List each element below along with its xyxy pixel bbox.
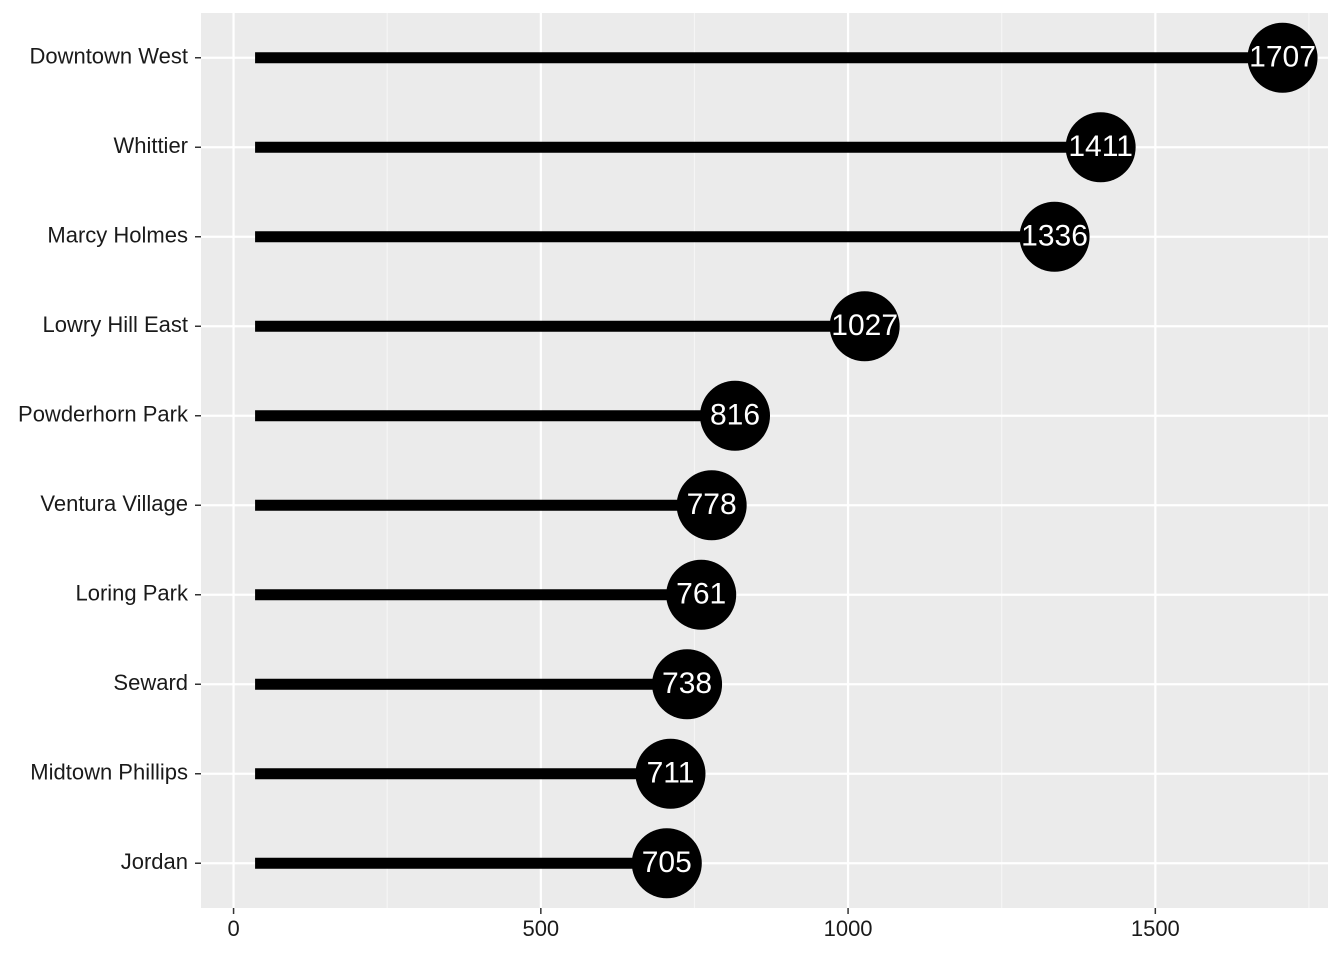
x-tick-label: 500 (522, 916, 559, 941)
value-label: 1411 (1068, 130, 1133, 163)
lollipop-point (652, 649, 723, 720)
value-label: 738 (662, 667, 712, 700)
value-label: 705 (642, 846, 692, 879)
x-tick-label: 1500 (1131, 916, 1180, 941)
category-label: Downtown West (29, 44, 188, 69)
category-labels: Downtown West Whittier Marcy Holmes Lowry H… (18, 44, 189, 875)
x-axis: 0 500 1000 1500 (195, 57, 1180, 941)
value-label: 761 (676, 578, 726, 611)
value-label: 1336 (1021, 220, 1088, 253)
category-label: Loring Park (75, 581, 189, 606)
x-tick-label: 1000 (824, 916, 873, 941)
category-label: Jordan (121, 849, 188, 874)
lollipop-point (829, 291, 900, 362)
lollipop-point (676, 470, 747, 541)
plot-panel (201, 13, 1328, 908)
lollipop-point (1019, 201, 1090, 272)
value-label: 778 (687, 488, 737, 521)
lollipop-point (1065, 112, 1136, 183)
lollipop-point (700, 380, 771, 451)
lollipop-point (635, 738, 706, 809)
category-label: Lowry Hill East (43, 312, 188, 337)
x-tick-label: 0 (227, 916, 239, 941)
category-label: Seward (113, 670, 188, 695)
lollipop-point (666, 559, 737, 630)
category-label: Whittier (113, 133, 188, 158)
lollipop-point (1247, 22, 1318, 93)
value-label: 1707 (1249, 41, 1316, 74)
category-label: Marcy Holmes (47, 223, 188, 248)
value-label: 1027 (831, 309, 898, 342)
category-label: Midtown Phillips (30, 760, 188, 785)
category-label: Powderhorn Park (18, 402, 189, 427)
value-label: 711 (647, 757, 695, 790)
lollipop-marks: 1707 1411 1336 1027 816 778 761 738 711 705 (255, 22, 1318, 899)
lollipop-point (631, 828, 702, 899)
value-label: 816 (710, 399, 760, 432)
category-label: Ventura Village (40, 491, 188, 516)
